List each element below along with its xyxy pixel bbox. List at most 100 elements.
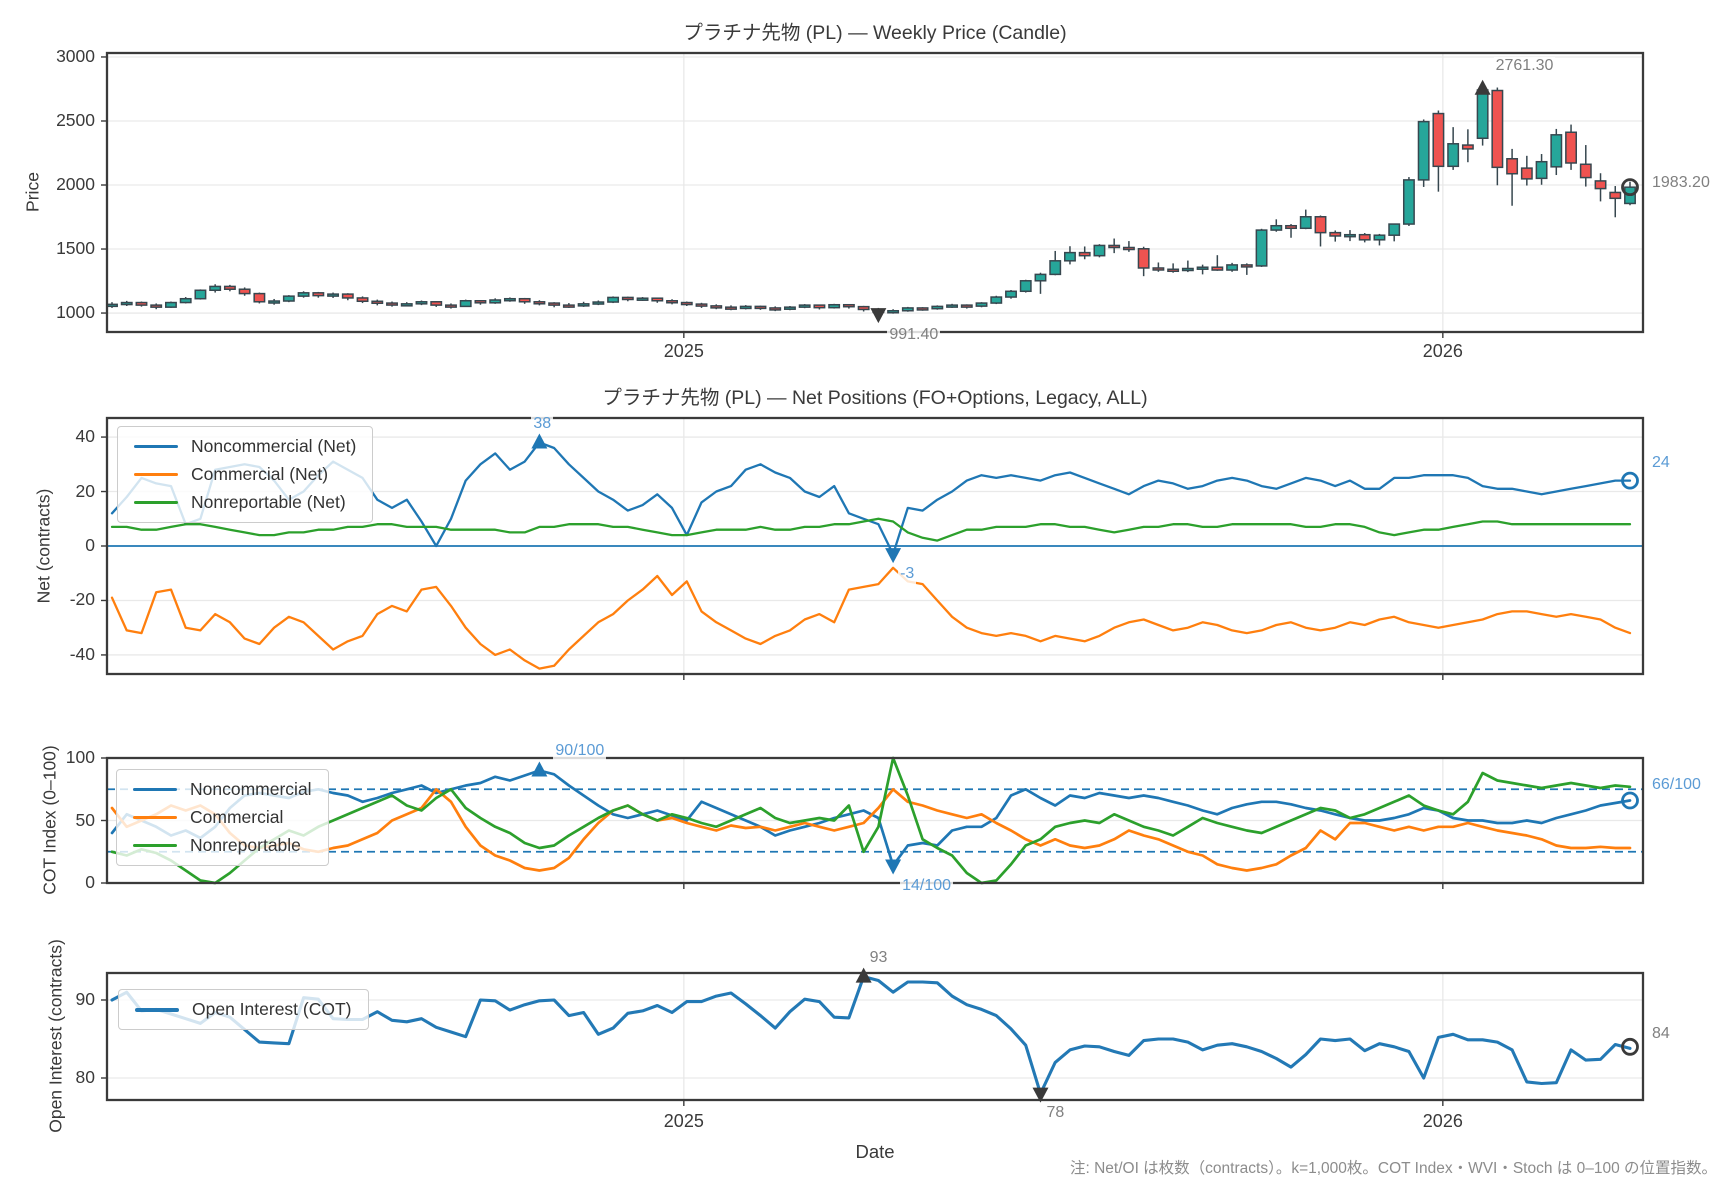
candle-body [1402, 179, 1415, 225]
candle-body [415, 301, 428, 305]
candle-body [194, 289, 207, 300]
legend-item-label: Noncommercial [190, 779, 312, 799]
y-tick-label: 50 [75, 809, 95, 830]
legend-line-icon [134, 444, 178, 449]
candle-body [666, 300, 678, 304]
candle-body [695, 303, 708, 307]
legend-item: Noncommercial (Net) [134, 436, 356, 457]
candle-body [253, 292, 266, 303]
annotation-label: 90/100 [553, 741, 607, 760]
peak-marker-icon [531, 761, 548, 777]
y-tick-label: 3000 [56, 45, 95, 66]
candle-body [386, 302, 398, 306]
annotation-label: 66/100 [1650, 775, 1703, 794]
legend-item: Open Interest (COT) [135, 999, 352, 1020]
legend-item: Nonreportable (Net) [134, 492, 356, 513]
candle-body [1432, 112, 1445, 168]
candle-body [223, 285, 236, 290]
footnote: 注: Net/OI は枚数（contracts）。k=1,000枚。COT In… [1069, 1160, 1717, 1177]
candle-body [1476, 89, 1489, 140]
x-tick-label: 2025 [663, 1111, 704, 1131]
legend-line-icon [135, 1007, 179, 1012]
candle-body [1137, 248, 1150, 269]
legend-item: Commercial (Net) [134, 464, 356, 485]
peak-marker-icon [855, 967, 872, 983]
candle-body [901, 307, 914, 312]
candle-body [887, 309, 900, 314]
candle-body [282, 295, 295, 302]
candle-body [1506, 158, 1519, 175]
candle-body [238, 288, 251, 295]
last-marker-icon [1621, 1037, 1639, 1056]
plot-frame [105, 51, 1645, 334]
candle-body [1019, 280, 1032, 293]
legend-line-icon [134, 472, 178, 477]
candle-body [739, 305, 752, 310]
legend: Open Interest (COT) [118, 989, 369, 1030]
candle-body [489, 299, 502, 304]
candle-body [1211, 266, 1224, 271]
series-nonreportable-net- [110, 517, 1632, 542]
legend-line-icon [133, 787, 177, 792]
annotation-label: 1983.20 [1650, 174, 1712, 193]
plot-frame [105, 416, 1645, 676]
annotation-label: 991.40 [887, 326, 941, 345]
annotation-label: -3 [898, 565, 917, 584]
candle-body [356, 297, 369, 303]
candle-body [533, 301, 546, 305]
oi-y-axis-label: Open Interest (contracts) [45, 939, 66, 1133]
candle-body [1005, 290, 1017, 298]
candle-body [946, 304, 959, 308]
candle-body [165, 301, 177, 308]
candle-body [371, 300, 384, 305]
y-tick-label: 1000 [56, 302, 95, 323]
candle-body [1609, 191, 1622, 200]
candle-body [459, 300, 472, 308]
legend-item-label: Open Interest (COT) [192, 999, 352, 1019]
trough-marker-icon [885, 548, 902, 564]
candle-body [621, 296, 634, 301]
candle-body [297, 292, 310, 297]
y-tick-label: 100 [65, 747, 95, 767]
candle-body [680, 301, 693, 306]
y-tick-label: 1500 [56, 238, 95, 259]
candle-body [1108, 244, 1121, 249]
candle-body [1240, 264, 1253, 268]
trough-marker-icon [1032, 1087, 1049, 1103]
candle-body [518, 297, 531, 303]
trough-marker-icon [870, 308, 887, 324]
candle-body [1152, 267, 1165, 271]
y-tick-label: 0 [85, 535, 95, 555]
legend-line-icon [133, 843, 177, 848]
candle-body [636, 297, 649, 301]
candle-body [1034, 273, 1047, 282]
legend-line-icon [133, 815, 177, 820]
candle-body [1078, 251, 1091, 257]
candle-body [783, 306, 796, 310]
candle-body [1535, 160, 1548, 180]
legend-item: Commercial [133, 807, 312, 828]
candle-body [430, 301, 443, 306]
candle-body [710, 305, 723, 309]
candle-body [725, 306, 737, 310]
candle-body [179, 297, 192, 304]
candle-body [548, 302, 561, 306]
candle-body [754, 305, 767, 310]
candle-body [1491, 89, 1504, 169]
candle-body [842, 303, 855, 308]
candle-body [1226, 264, 1239, 271]
candle-body [1461, 144, 1474, 150]
legend-item: Nonreportable [133, 835, 312, 856]
series-commercial [110, 787, 1632, 872]
legend-item-label: Nonreportable [190, 835, 301, 855]
candle-body [135, 301, 148, 306]
candle-body [1417, 120, 1430, 181]
candle-body [975, 302, 988, 307]
plot-frame [105, 971, 1645, 1102]
peak-marker-icon [1474, 79, 1491, 95]
candle-body [1255, 229, 1268, 267]
candle-body [607, 296, 620, 303]
candle-body [503, 297, 516, 302]
legend: Noncommercial (Net) Commercial (Net) Nonre… [117, 426, 374, 523]
legend-item-label: Noncommercial (Net) [191, 436, 357, 456]
